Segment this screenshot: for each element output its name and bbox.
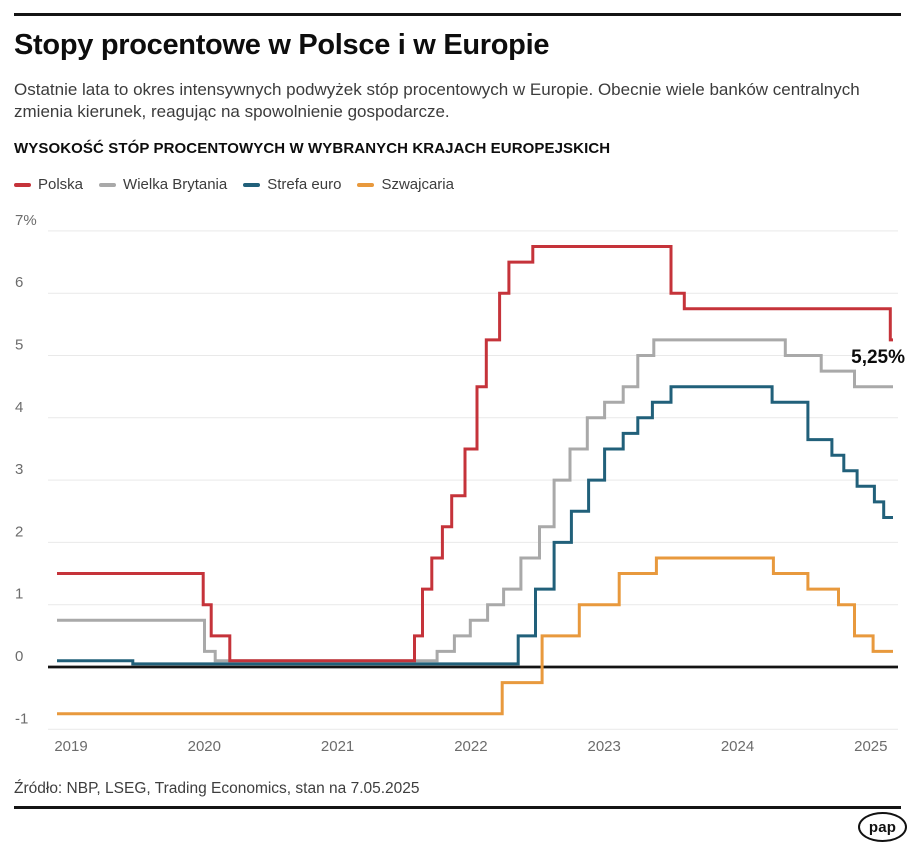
page-subtitle: Ostatnie lata to okres intensywnych podw… (14, 80, 860, 121)
x-tick-label: 2025 (854, 738, 887, 755)
legend-item-szwajcaria: Szwajcaria (357, 176, 454, 193)
page-title: Stopy procentowe w Polsce i w Europie (14, 29, 550, 61)
source-note: Źródło: NBP, LSEG, Trading Economics, st… (14, 780, 420, 797)
y-tick-label: 0 (15, 648, 23, 665)
top-rule (14, 13, 901, 16)
end-value-label: 5,25% (851, 347, 905, 368)
x-tick-label: 2021 (321, 738, 354, 755)
legend-item-wielka-brytania: Wielka Brytania (99, 176, 227, 193)
y-tick-label: 3 (15, 461, 23, 478)
chart-legend: Polska Wielka Brytania Strefa euro Szwaj… (14, 176, 454, 193)
series-szwajcaria (57, 556, 893, 716)
series-polska (57, 245, 893, 663)
pap-logo-text: pap (868, 818, 897, 836)
bottom-rule (14, 806, 901, 809)
legend-label: Wielka Brytania (123, 176, 228, 193)
legend-label: Szwajcaria (381, 176, 454, 193)
x-tick-label: 2023 (588, 738, 621, 755)
x-tick-label: 2020 (188, 738, 221, 755)
chart-heading: WYSOKOŚĆ STÓP PROCENTOWYCH W WYBRANYCH K… (14, 140, 611, 157)
legend-label: Strefa euro (267, 176, 342, 193)
pap-logo: pap (858, 812, 907, 842)
x-tick-label: 2019 (54, 738, 87, 755)
legend-item-strefa-euro: Strefa euro (243, 176, 341, 193)
legend-swatch-polska (14, 182, 31, 187)
y-tick-label: 6 (15, 274, 23, 291)
y-tick-label: 1 (15, 586, 23, 603)
legend-label: Polska (38, 176, 84, 193)
x-tick-label: 2022 (454, 738, 487, 755)
legend-swatch-wielka-brytania (99, 182, 117, 187)
series-wielka-brytania (57, 338, 893, 663)
y-tick-label: -1 (15, 710, 28, 727)
legend-item-polska: Polska (14, 176, 83, 193)
y-tick-label: 7% (15, 212, 37, 229)
y-tick-label: 5 (15, 337, 23, 354)
legend-swatch-szwajcaria (357, 182, 375, 187)
y-tick-label: 4 (15, 399, 23, 416)
series-strefa-euro (57, 385, 893, 666)
legend-swatch-strefa-euro (243, 182, 261, 187)
x-tick-label: 2024 (721, 738, 754, 755)
y-tick-label: 2 (15, 523, 23, 540)
